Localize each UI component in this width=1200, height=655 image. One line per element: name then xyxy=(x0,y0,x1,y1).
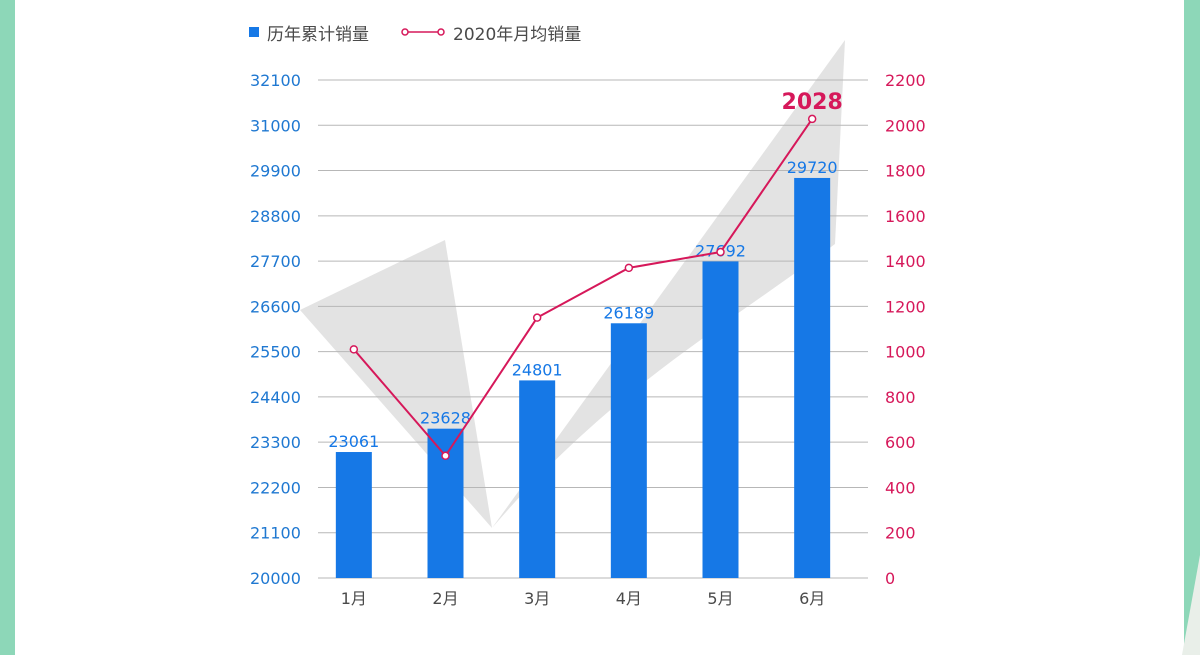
left-axis-tick-label: 28800 xyxy=(250,207,301,226)
legend-line-label: 2020年月均销量 xyxy=(453,24,582,45)
left-decorative-panel xyxy=(0,0,15,655)
bar-data-label: 29720 xyxy=(787,158,838,177)
bar-data-label: 24801 xyxy=(512,360,563,379)
right-axis-tick-label: 200 xyxy=(885,524,916,543)
legend-item-bar: 历年累计销量 xyxy=(249,20,369,45)
right-axis-tick-label: 1200 xyxy=(885,297,926,316)
left-axis-tick-label: 27700 xyxy=(250,252,301,271)
right-axis-tick-label: 800 xyxy=(885,388,916,407)
right-axis-tick-label: 2000 xyxy=(885,116,926,135)
left-axis-tick-label: 26600 xyxy=(250,297,301,316)
corner-decoration xyxy=(1182,555,1200,655)
bar xyxy=(335,452,372,578)
bar-data-label: 26189 xyxy=(603,303,654,322)
left-axis-tick-label: 24400 xyxy=(250,388,301,407)
line-legend-swatch-icon xyxy=(401,28,445,36)
line-point xyxy=(349,345,359,354)
right-decorative-panel xyxy=(1184,0,1200,655)
line-point xyxy=(807,114,817,124)
left-axis-tick-label: 25500 xyxy=(250,343,301,362)
left-axis-tick-label: 21100 xyxy=(250,524,301,543)
left-axis-tick-label: 20000 xyxy=(250,569,301,588)
right-axis-tick-label: 1800 xyxy=(885,162,926,181)
x-axis-category-label: 4月 xyxy=(616,589,642,608)
x-axis-category-label: 2月 xyxy=(432,589,458,608)
x-axis-category-label: 5月 xyxy=(707,589,733,608)
right-axis-tick-label: 1600 xyxy=(885,207,926,226)
bar xyxy=(519,380,556,578)
line-point xyxy=(716,247,725,257)
left-axis-tick-label: 29900 xyxy=(250,162,301,181)
legend-item-line: 2020年月均销量 xyxy=(401,20,581,45)
highlight-value-label: 2028 xyxy=(782,90,843,115)
check-mark-background xyxy=(300,40,845,528)
right-axis-tick-label: 400 xyxy=(885,478,916,497)
right-axis-tick-label: 0 xyxy=(885,569,895,588)
right-axis-tick-label: 1000 xyxy=(885,343,926,362)
right-axis-tick-label: 600 xyxy=(885,433,916,452)
bar xyxy=(427,428,464,578)
line-point xyxy=(532,313,542,322)
left-axis-tick-label: 32100 xyxy=(250,71,301,90)
left-axis-tick-label: 23300 xyxy=(250,433,301,452)
left-axis-tick-label: 31000 xyxy=(250,116,301,135)
chart-legend: 历年累计销量 2020年月均销量 xyxy=(249,20,581,45)
x-axis-category-label: 6月 xyxy=(799,589,825,608)
bar-legend-swatch-icon xyxy=(249,27,259,37)
right-axis-tick-label: 2200 xyxy=(885,71,926,90)
bar xyxy=(610,323,647,578)
bar-data-label: 23628 xyxy=(420,409,471,428)
x-axis-category-label: 1月 xyxy=(341,589,367,608)
line-point xyxy=(624,263,634,273)
legend-bar-label: 历年累计销量 xyxy=(267,24,369,45)
line-point xyxy=(441,451,450,461)
x-axis-category-label: 3月 xyxy=(524,589,550,608)
left-axis-tick-label: 22200 xyxy=(250,478,301,497)
right-axis-tick-label: 1400 xyxy=(885,252,926,271)
line-series-path xyxy=(353,118,813,458)
bar-data-label: 23061 xyxy=(328,432,379,451)
bar xyxy=(702,261,739,578)
bar xyxy=(794,177,831,578)
